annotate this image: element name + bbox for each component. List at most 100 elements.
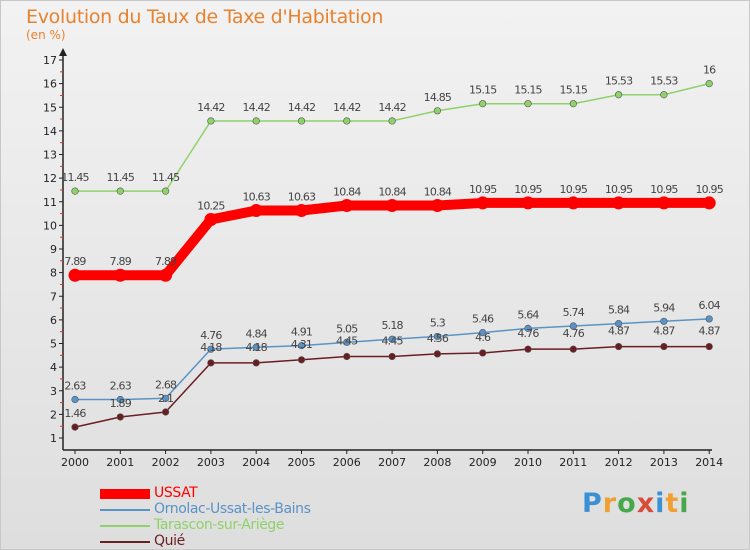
- y-tick-label: 10: [43, 219, 57, 232]
- x-tick-label: 2013: [650, 456, 678, 469]
- data-point: [657, 196, 671, 210]
- data-point: [388, 117, 396, 125]
- data-label: 10.95: [695, 183, 723, 196]
- legend-swatch: [100, 525, 150, 527]
- data-point: [116, 413, 124, 421]
- data-point: [252, 359, 260, 367]
- data-point: [343, 117, 351, 125]
- data-label: 4.87: [608, 325, 630, 338]
- data-label: 2.63: [110, 379, 132, 392]
- data-label: 15.53: [605, 75, 633, 88]
- data-label: 10.95: [469, 183, 497, 196]
- data-label: 10.63: [288, 190, 316, 203]
- y-tick-label: 1: [50, 432, 57, 445]
- data-point: [569, 322, 577, 330]
- data-point: [433, 350, 442, 358]
- y-tick-label: 14: [43, 125, 57, 138]
- data-point: [388, 352, 396, 361]
- data-point: [162, 394, 170, 402]
- x-tick-label: 2004: [242, 456, 270, 469]
- x-tick-label: 2014: [695, 456, 723, 469]
- data-label: 4.87: [699, 325, 721, 338]
- data-point: [207, 359, 215, 367]
- data-point: [524, 100, 532, 108]
- y-tick-label: 2: [50, 408, 57, 421]
- data-point: [702, 196, 716, 210]
- chart-subtitle: (en %): [26, 28, 66, 42]
- data-label: 14.42: [242, 101, 270, 114]
- y-tick-label: 13: [43, 149, 57, 162]
- data-point: [340, 199, 354, 213]
- data-label: 10.84: [424, 186, 452, 199]
- data-point: [71, 423, 79, 431]
- data-label: 15.15: [514, 84, 542, 97]
- data-label: 15.15: [469, 84, 497, 97]
- data-label: 10.25: [197, 199, 225, 212]
- data-label: 4.76: [517, 327, 539, 340]
- data-label: 2.68: [155, 378, 177, 391]
- data-point: [479, 329, 487, 337]
- x-tick-label: 2005: [288, 456, 316, 469]
- data-point: [162, 187, 170, 195]
- data-label: 4.91: [291, 326, 312, 339]
- x-tick-label: 2007: [378, 456, 406, 469]
- data-point: [71, 187, 79, 195]
- y-tick-label: 6: [50, 314, 57, 327]
- y-tick-label: 8: [50, 267, 57, 280]
- data-point: [612, 196, 626, 210]
- data-point: [569, 100, 577, 108]
- data-label: 1.89: [110, 397, 132, 410]
- y-tick-label: 4: [50, 361, 57, 374]
- data-point: [297, 117, 306, 125]
- data-point: [614, 342, 623, 351]
- legend-label: USSAT: [154, 485, 198, 501]
- data-label: 5.74: [563, 306, 585, 319]
- data-label: 5.46: [472, 313, 494, 326]
- data-point: [433, 107, 442, 115]
- x-tick-label: 2000: [61, 456, 89, 469]
- data-point: [566, 196, 580, 210]
- data-point: [343, 338, 351, 346]
- y-tick-label: 7: [50, 290, 57, 303]
- data-point: [252, 117, 260, 125]
- data-label: 4.45: [381, 334, 403, 347]
- data-point: [524, 324, 532, 332]
- data-label: 4.6: [475, 331, 491, 344]
- y-tick-label: 5: [50, 338, 57, 351]
- data-point: [297, 342, 306, 350]
- data-label: 7.89: [64, 255, 86, 268]
- data-point: [68, 268, 82, 282]
- data-point: [705, 342, 713, 351]
- data-label: 4.56: [427, 332, 449, 345]
- data-label: 5.84: [608, 304, 630, 317]
- legend-label: Quié: [154, 533, 185, 549]
- data-point: [614, 320, 623, 328]
- data-label: 5.64: [517, 308, 539, 321]
- x-tick-label: 2002: [152, 456, 180, 469]
- data-point: [249, 203, 263, 217]
- data-label: 10.63: [242, 190, 270, 203]
- data-label: 5.05: [336, 322, 358, 335]
- y-tick-label: 3: [50, 385, 57, 398]
- data-point: [207, 345, 215, 353]
- data-point: [705, 80, 713, 88]
- data-label: 7.89: [155, 255, 177, 268]
- y-axis-arrow: [59, 48, 67, 56]
- x-tick-label: 2012: [605, 456, 633, 469]
- x-tick-label: 2008: [423, 456, 451, 469]
- data-point: [204, 212, 218, 226]
- data-label: 4.84: [246, 327, 268, 340]
- data-label: 4.18: [200, 341, 222, 354]
- data-point: [116, 395, 124, 404]
- y-tick-label: 11: [43, 196, 57, 209]
- legend-label: Tarascon-sur-Ariège: [154, 517, 285, 533]
- data-label: 5.18: [381, 319, 403, 332]
- data-label: 14.42: [333, 101, 361, 114]
- data-label: 10.95: [560, 183, 588, 196]
- data-point: [614, 91, 623, 99]
- data-label: 16: [703, 64, 716, 77]
- x-tick-label: 2011: [559, 456, 587, 469]
- data-point: [660, 91, 668, 99]
- data-point: [71, 395, 79, 404]
